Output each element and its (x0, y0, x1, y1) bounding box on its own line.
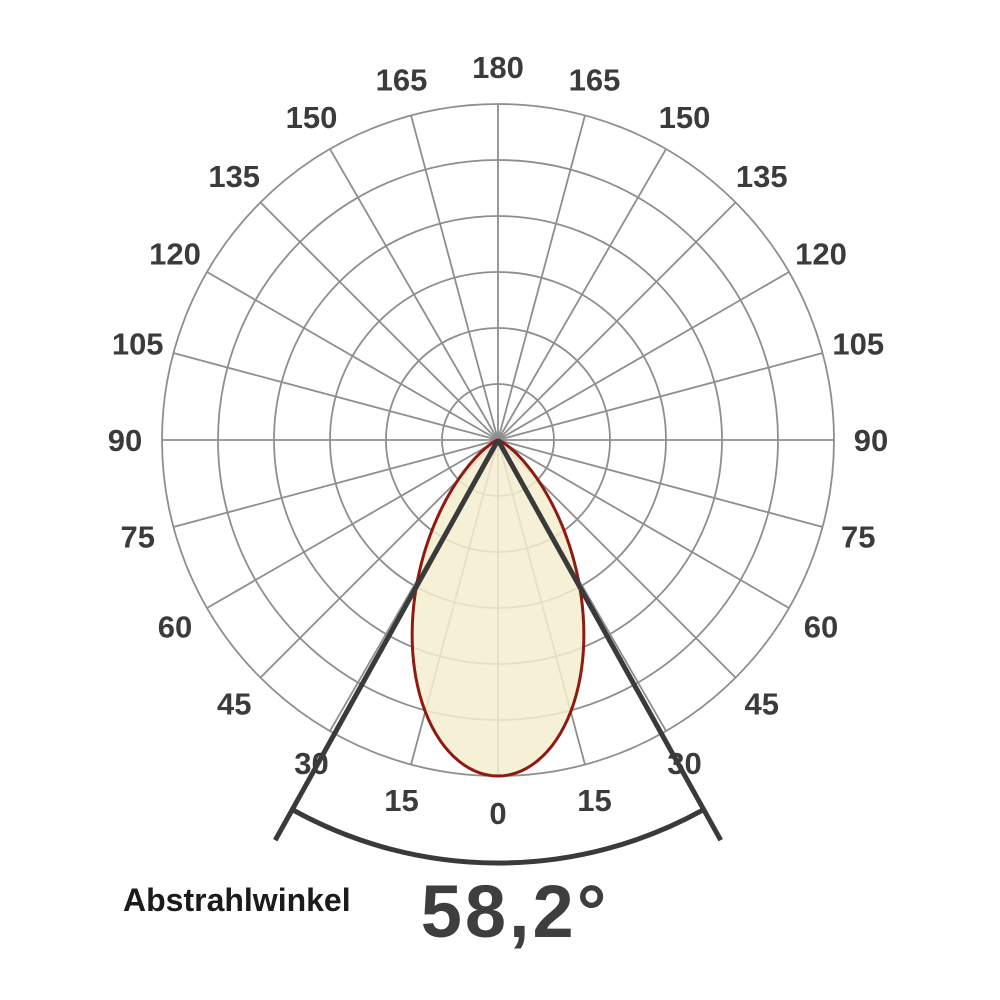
beam-angle-value: 58,2° (420, 870, 610, 953)
grid-spoke (497, 271, 790, 441)
beam-angle-arc (291, 807, 705, 866)
angle-tick-label: 90 (854, 423, 888, 458)
angle-tick-label: 135 (208, 159, 260, 194)
grid-spoke (497, 201, 737, 441)
angle-tick-label: 150 (286, 100, 338, 135)
grid-spoke (329, 148, 499, 441)
grid-spoke (206, 439, 499, 609)
angle-tick-label: 30 (667, 746, 701, 781)
angle-tick-label: 15 (384, 783, 418, 818)
grid-spoke (497, 352, 823, 441)
angle-tick-label: 165 (376, 63, 428, 98)
angle-tick-label: 75 (120, 519, 154, 554)
grid-spoke (497, 115, 586, 441)
angle-tick-label: 60 (804, 609, 838, 644)
grid-spoke (259, 201, 499, 441)
grid-spoke (173, 352, 499, 441)
angle-tick-label: 165 (569, 63, 621, 98)
grid-spoke (206, 271, 499, 441)
angle-tick-label: 180 (472, 50, 524, 85)
grid-spoke (410, 115, 499, 441)
angle-tick-label: 0 (489, 796, 506, 831)
angle-tick-label: 45 (745, 687, 779, 722)
angle-tick-label: 75 (841, 519, 875, 554)
angle-tick-label: 30 (294, 746, 328, 781)
beam-angle-line (495, 438, 723, 842)
grid-spoke (173, 439, 499, 528)
angle-tick-label: 120 (149, 236, 201, 271)
grid-spoke (497, 439, 823, 528)
angle-tick-label: 60 (158, 609, 192, 644)
intensity-lobe (410, 438, 586, 778)
grid-spoke (497, 148, 667, 441)
angle-tick-label: 135 (736, 159, 788, 194)
beam-angle-line (273, 438, 501, 842)
angle-tick-label: 45 (217, 687, 251, 722)
beam-angle-label: Abstrahlwinkel (123, 882, 351, 918)
grid-spoke (497, 439, 790, 609)
angle-tick-label: 105 (112, 326, 164, 361)
angle-tick-label: 15 (577, 783, 611, 818)
angle-tick-label: 105 (832, 326, 884, 361)
angle-tick-label: 150 (659, 100, 711, 135)
angle-tick-label: 90 (108, 423, 142, 458)
angle-tick-label: 120 (795, 236, 847, 271)
